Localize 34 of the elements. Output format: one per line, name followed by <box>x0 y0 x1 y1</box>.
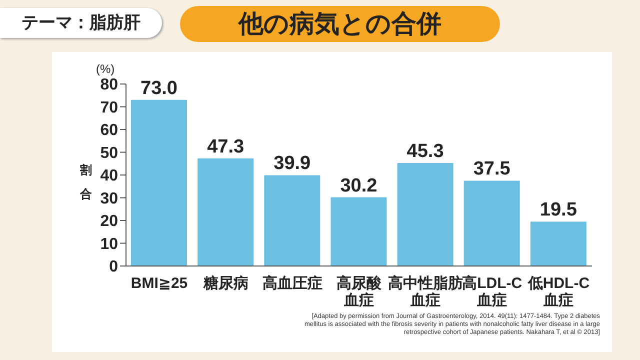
data-label: 73.0 <box>140 78 178 99</box>
bar <box>464 180 520 266</box>
x-tick-label: 高中性脂肪血症 <box>388 274 464 309</box>
chart-title: 他の病気との合併 <box>180 6 500 42</box>
bar <box>330 197 387 266</box>
x-tick-label: 高尿酸血症 <box>336 274 382 309</box>
bar <box>264 175 320 266</box>
y-tick-label: 10 <box>100 236 118 253</box>
y-tick-label: 70 <box>100 99 118 116</box>
y-tick-label: 50 <box>100 144 118 162</box>
data-label: 30.2 <box>340 175 378 196</box>
bar <box>397 162 454 266</box>
x-tick-label: 高血圧症 <box>262 274 322 292</box>
x-tick-label: BMI≧25 <box>130 275 188 292</box>
y-tick-label: 60 <box>100 122 118 140</box>
y-tick-label: 0 <box>109 258 118 276</box>
y-tick-label: 80 <box>100 76 118 94</box>
y-tick-label: 20 <box>100 213 118 230</box>
data-label: 45.3 <box>406 140 444 162</box>
bar <box>131 100 187 266</box>
y-axis-title: 割合 <box>80 162 93 203</box>
x-tick-label: 低HDL-C血症 <box>526 275 590 309</box>
x-tick-label: 糖尿病 <box>202 275 248 292</box>
y-tick-label: 40 <box>100 168 118 185</box>
bar <box>198 158 254 266</box>
data-label: 37.5 <box>473 158 511 180</box>
x-tick-label: 高LDL-C血症 <box>462 274 522 309</box>
data-label: 19.5 <box>540 200 578 221</box>
chart-subtitle: テーマ：脂肪肝 <box>0 8 162 38</box>
y-tick-label: 30 <box>100 190 118 208</box>
text: (%) <box>96 62 115 76</box>
data-label: 39.9 <box>274 153 311 174</box>
data-label: 47.3 <box>207 136 244 158</box>
bar <box>530 222 586 266</box>
